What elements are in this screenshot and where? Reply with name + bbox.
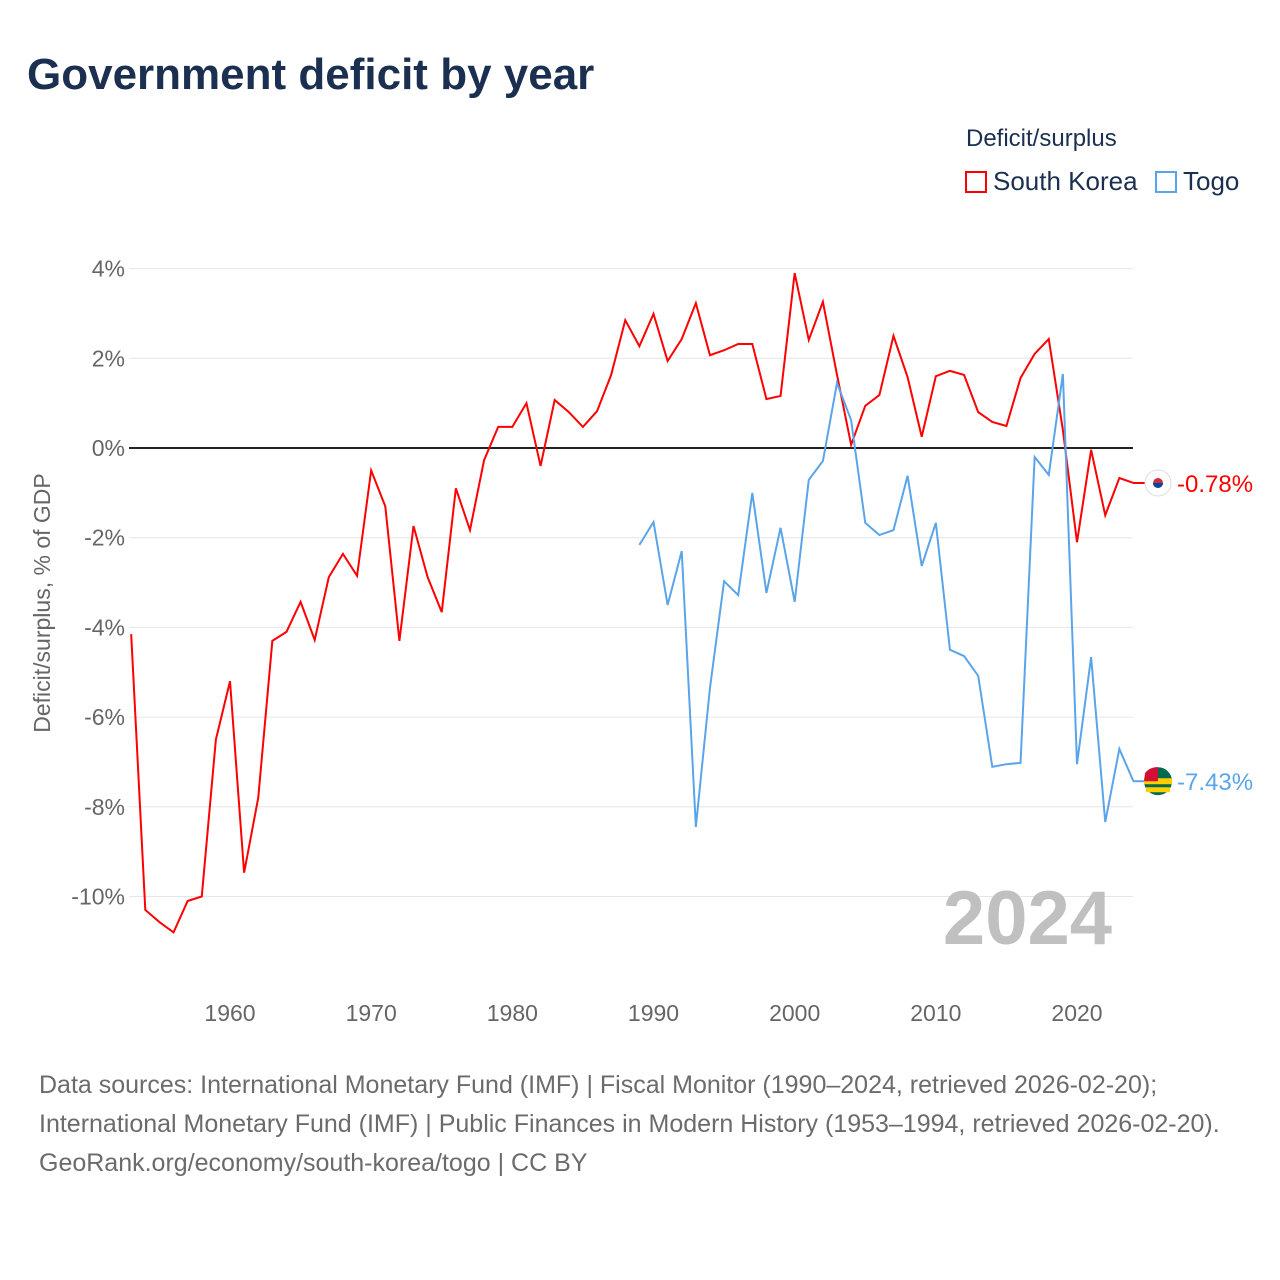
legend-title: Deficit/surplus	[966, 125, 1117, 152]
data-sources: Data sources: International Monetary Fun…	[39, 1071, 1220, 1138]
series-line-south-korea	[130, 272, 1134, 934]
flag-taeguk	[1153, 482, 1163, 488]
series-line-togo	[638, 373, 1135, 828]
flag-canton	[1144, 767, 1158, 782]
y-tick-label: 0%	[92, 435, 125, 461]
y-tick-label: -4%	[84, 614, 125, 640]
year-watermark: 2024	[943, 876, 1112, 961]
plot-area: 4% 2% 0% -2% -4% -6% -8% -10% 1960 1970 1980 1990 20…	[29, 256, 1253, 1026]
legend-item-togo[interactable]: Togo	[1155, 166, 1239, 197]
end-value-label: -7.43%	[1177, 769, 1253, 796]
y-tick-label: -8%	[84, 794, 125, 820]
y-tick-label: 2%	[92, 345, 125, 371]
chart-title: Government deficit by year	[27, 50, 595, 99]
x-tick-label: 1980	[487, 1000, 538, 1026]
y-axis-label: Deficit/surplus, % of GDP	[29, 473, 55, 732]
legend-label: Togo	[1183, 166, 1240, 196]
x-tick-label: 1960	[204, 1000, 255, 1026]
legend-swatch	[965, 170, 987, 193]
flag-stripe	[1146, 787, 1170, 793]
x-tick-label: 1990	[628, 1000, 679, 1026]
end-value-label: -0.78%	[1177, 471, 1253, 498]
legend-swatch	[1155, 170, 1177, 193]
x-tick-label: 2020	[1051, 1000, 1102, 1026]
credit-link[interactable]: GeoRank.org/economy/south-korea/togo | C…	[39, 1149, 588, 1177]
y-tick-label: -6%	[84, 704, 125, 730]
y-tick-label: -10%	[71, 884, 125, 910]
legend-label: South Korea	[993, 166, 1138, 196]
footer: Data sources: International Monetary Fun…	[39, 1066, 1239, 1183]
x-tick-label: 1970	[346, 1000, 397, 1026]
legend-item-south-korea[interactable]: South Korea	[965, 166, 1138, 197]
y-tick-label: -2%	[84, 525, 125, 551]
y-tick-label: 4%	[92, 256, 125, 282]
x-tick-label: 2010	[910, 1000, 961, 1026]
x-tick-label: 2000	[769, 1000, 820, 1026]
